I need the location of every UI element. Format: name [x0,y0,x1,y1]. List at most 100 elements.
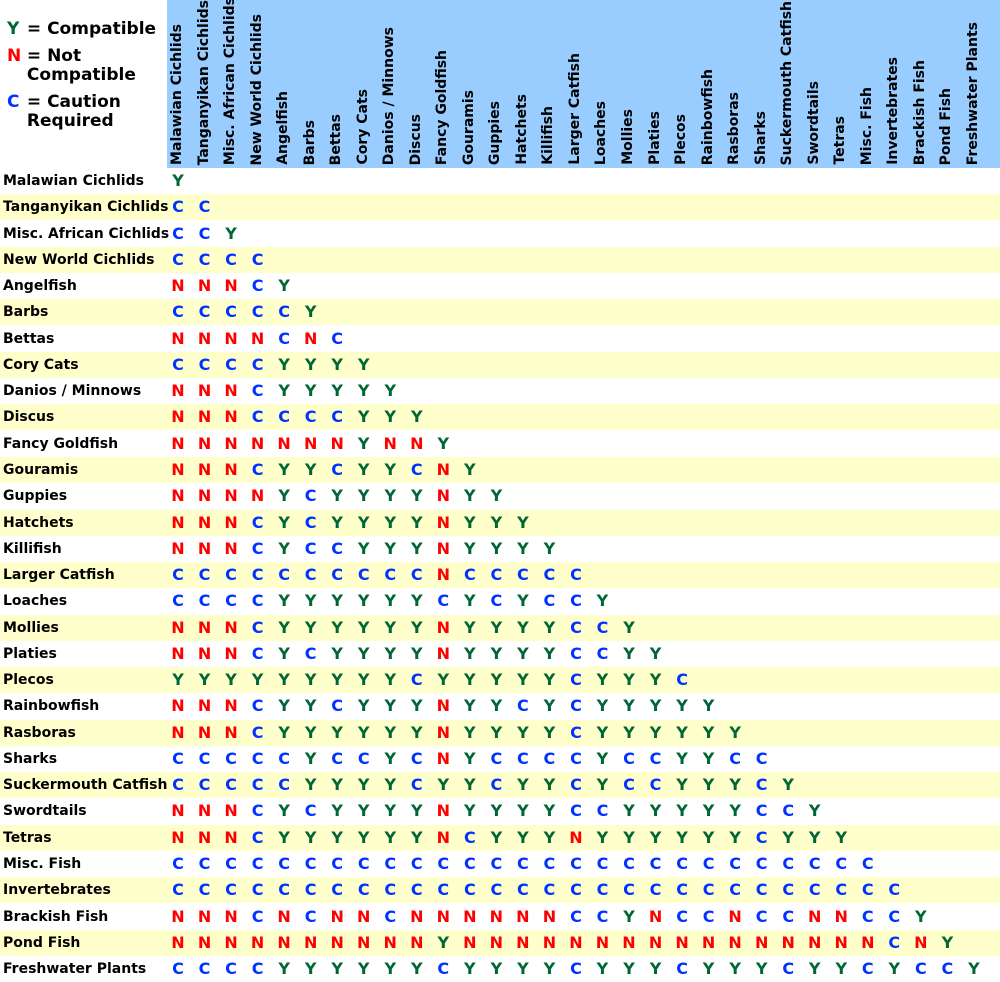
compatibility-cell: Y [835,827,848,847]
compatibility-cell: Y [304,748,317,768]
compatibility-cell: C [198,880,211,900]
legend-item-caution: C = Caution Required [7,93,157,131]
table-row: Guppies N N N N Y C Y Y Y Y N Y Y [0,483,1000,509]
compatibility-cell: C [225,565,237,585]
compatibility-cell: C [596,643,609,663]
compatibility-cell: C [702,880,715,900]
compatibility-cell: N [224,486,238,506]
compatibility-cell: C [702,854,715,874]
compatibility-cell: N [171,538,185,558]
compatibility-cell: N [303,932,318,952]
compatibility-cell: C [225,854,237,874]
compatibility-cell: C [623,880,635,900]
compatibility-cell: Y [490,538,503,558]
compatibility-cell: N [436,801,450,821]
column-header: Suckermouth Catfish [779,0,796,165]
compatibility-cell: N [171,617,185,637]
compatibility-cell: C [198,565,211,585]
compatibility-cell: Y [623,722,635,742]
compatibility-cell: Y [543,617,556,637]
compatibility-cell: Y [464,512,476,532]
compatibility-cell: C [570,801,582,821]
compatibility-cell: C [437,880,450,900]
compatibility-cell: Y [702,959,715,979]
compatibility-cell: Y [543,959,556,979]
compatibility-cell: C [782,801,795,821]
compatibility-cell: Y [331,775,343,795]
compatibility-cell: Y [410,591,423,611]
compatibility-cell: Y [649,959,662,979]
compatibility-cell: N [171,643,185,663]
compatibility-cell: Y [676,722,688,742]
compatibility-cell: C [437,591,450,611]
compatibility-cell: C [570,959,582,979]
row-label: Bettas [3,330,55,347]
compatibility-cell: Y [357,959,370,979]
compatibility-cell: N [171,407,185,427]
compatibility-cell: N [197,407,212,427]
compatibility-cell: C [251,407,264,427]
compatibility-cell: C [172,591,184,611]
compatibility-cell: C [729,854,741,874]
compatibility-cell: N [224,801,238,821]
compatibility-cell: C [225,249,237,269]
row-label: Sharks [3,750,58,767]
compatibility-cell: N [171,459,185,479]
compatibility-cell: Y [304,617,317,637]
compatibility-cell: C [251,643,264,663]
compatibility-cell: N [250,932,265,952]
compatibility-cell: Y [888,959,901,979]
compatibility-cell: N [436,617,450,637]
compatibility-cell: C [198,748,211,768]
compatibility-cell: Y [915,906,927,926]
compatibility-cell: N [622,932,636,952]
compatibility-cell: Y [649,643,662,663]
compatibility-cell: C [410,459,423,479]
compatibility-cell: N [224,328,238,348]
compatibility-cell: C [676,959,688,979]
compatibility-cell: C [596,880,609,900]
compatibility-cell: Y [649,696,662,716]
compatibility-cell: C [172,775,184,795]
compatibility-cell: C [225,775,237,795]
compatibility-cell: C [570,565,582,585]
row-label: Swordtails [3,803,87,820]
compatibility-cell: Y [278,354,290,374]
compatibility-cell: C [570,643,582,663]
compatibility-cell: C [172,854,184,874]
compatibility-cell: N [224,512,238,532]
compatibility-cell: Y [702,827,715,847]
column-header: Fancy Goldfish [434,49,451,165]
compatibility-cell: Y [278,512,290,532]
compatibility-cell: C [782,854,795,874]
compatibility-cell: Y [357,775,370,795]
compatibility-cell: C [570,906,582,926]
compatibility-cell: C [331,854,344,874]
compatibility-cell: C [198,591,211,611]
row-label: Misc. African Cichlids [3,225,170,242]
column-header: Tanganyikan Cichlids [195,0,212,165]
compatibility-cell: N [410,932,424,952]
compatibility-cell: Y [384,617,397,637]
compatibility-cell: Y [384,670,397,690]
compatibility-cell: N [383,932,397,952]
compatibility-cell: N [383,433,397,453]
compatibility-cell: C [172,249,184,269]
compatibility-cell: N [357,932,371,952]
compatibility-cell: Y [198,670,211,690]
legend-key: N [7,46,22,66]
compatibility-cell: Y [384,512,397,532]
compatibility-cell: C [304,854,317,874]
compatibility-cell: N [648,932,663,952]
compatibility-cell: C [410,670,423,690]
compatibility-cell: C [543,854,556,874]
compatibility-cell: C [172,354,184,374]
compatibility-cell: C [172,197,184,217]
compatibility-cell: N [436,643,450,663]
compatibility-cell: N [542,906,557,926]
compatibility-cell: Y [464,643,476,663]
compatibility-cell: C [331,328,344,348]
compatibility-cell: C [570,696,582,716]
compatibility-cell: C [437,854,450,874]
compatibility-cell: Y [357,696,370,716]
